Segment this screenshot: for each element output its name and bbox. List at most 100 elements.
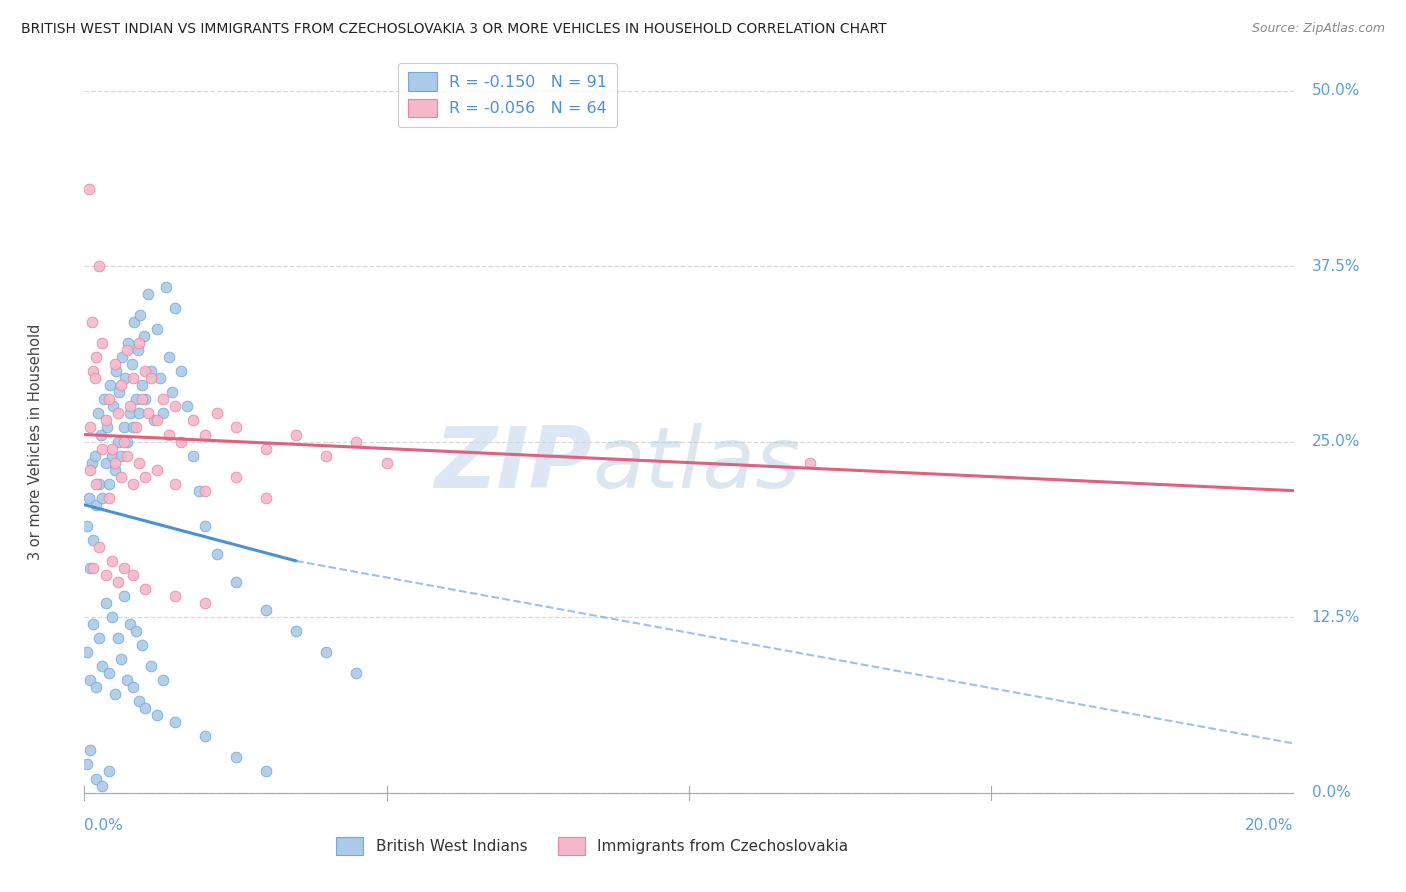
- Point: [146, 413, 169, 427]
- Point: [254, 491, 277, 505]
- Point: [134, 701, 156, 715]
- Text: Source: ZipAtlas.com: Source: ZipAtlas.com: [1251, 22, 1385, 36]
- Legend: British West Indians, Immigrants from Czechoslovakia: British West Indians, Immigrants from Cz…: [328, 830, 856, 863]
- Point: [194, 730, 217, 744]
- Point: [188, 483, 211, 498]
- Point: [79, 673, 101, 688]
- Point: [125, 624, 148, 639]
- Point: [107, 434, 129, 449]
- Point: [194, 596, 217, 610]
- Point: [115, 673, 138, 688]
- Point: [254, 764, 277, 779]
- Point: [207, 407, 229, 421]
- Point: [139, 659, 162, 673]
- Point: [110, 378, 132, 392]
- Point: [346, 666, 368, 681]
- Point: [136, 287, 159, 301]
- Text: atlas: atlas: [592, 423, 800, 506]
- Point: [82, 364, 104, 378]
- Point: [225, 750, 247, 764]
- Point: [115, 343, 138, 358]
- Point: [112, 561, 135, 575]
- Text: 0.0%: 0.0%: [1312, 785, 1350, 800]
- Point: [94, 456, 117, 470]
- Point: [79, 561, 101, 575]
- Point: [91, 491, 114, 505]
- Point: [149, 371, 172, 385]
- Point: [86, 680, 108, 694]
- Point: [100, 442, 122, 456]
- Point: [100, 610, 122, 624]
- Point: [84, 449, 107, 463]
- Point: [285, 624, 308, 639]
- Point: [157, 351, 180, 365]
- Point: [114, 371, 136, 385]
- Point: [375, 456, 398, 470]
- Point: [103, 400, 125, 414]
- Point: [79, 420, 101, 434]
- Point: [82, 617, 104, 632]
- Point: [76, 645, 98, 659]
- Point: [115, 434, 138, 449]
- Point: [86, 498, 108, 512]
- Point: [176, 400, 198, 414]
- Point: [79, 743, 101, 757]
- Point: [152, 673, 174, 688]
- Point: [110, 449, 132, 463]
- Point: [76, 518, 98, 533]
- Point: [91, 659, 114, 673]
- Text: 0.0%: 0.0%: [84, 818, 124, 833]
- Point: [254, 603, 277, 617]
- Point: [152, 407, 174, 421]
- Point: [160, 385, 183, 400]
- Point: [77, 182, 100, 196]
- Point: [146, 708, 169, 723]
- Point: [139, 371, 162, 385]
- Point: [165, 301, 187, 315]
- Point: [79, 462, 101, 476]
- Point: [117, 336, 139, 351]
- Point: [82, 561, 104, 575]
- Text: 20.0%: 20.0%: [1246, 818, 1294, 833]
- Point: [115, 449, 138, 463]
- Point: [142, 413, 165, 427]
- Point: [165, 400, 187, 414]
- Text: 37.5%: 37.5%: [1312, 259, 1360, 274]
- Point: [111, 351, 134, 365]
- Point: [165, 589, 187, 603]
- Point: [181, 449, 204, 463]
- Point: [285, 427, 308, 442]
- Point: [86, 407, 108, 421]
- Point: [225, 420, 247, 434]
- Point: [91, 442, 114, 456]
- Point: [80, 456, 103, 470]
- Point: [128, 456, 150, 470]
- Point: [94, 596, 117, 610]
- Point: [121, 568, 143, 582]
- Point: [194, 483, 217, 498]
- Point: [121, 420, 143, 434]
- Point: [121, 357, 143, 371]
- Point: [139, 364, 162, 378]
- Point: [131, 392, 153, 407]
- Point: [346, 434, 368, 449]
- Point: [107, 407, 129, 421]
- Point: [146, 322, 169, 336]
- Point: [118, 407, 141, 421]
- Text: ZIP: ZIP: [434, 423, 592, 506]
- Text: BRITISH WEST INDIAN VS IMMIGRANTS FROM CZECHOSLOVAKIA 3 OR MORE VEHICLES IN HOUS: BRITISH WEST INDIAN VS IMMIGRANTS FROM C…: [21, 22, 887, 37]
- Point: [77, 491, 100, 505]
- Point: [94, 413, 117, 427]
- Point: [125, 392, 148, 407]
- Point: [170, 434, 193, 449]
- Point: [84, 371, 107, 385]
- Point: [225, 574, 247, 589]
- Point: [122, 315, 145, 329]
- Point: [129, 308, 152, 322]
- Point: [91, 779, 114, 793]
- Point: [136, 407, 159, 421]
- Point: [86, 476, 108, 491]
- Point: [125, 420, 148, 434]
- Point: [89, 259, 111, 273]
- Point: [82, 533, 104, 547]
